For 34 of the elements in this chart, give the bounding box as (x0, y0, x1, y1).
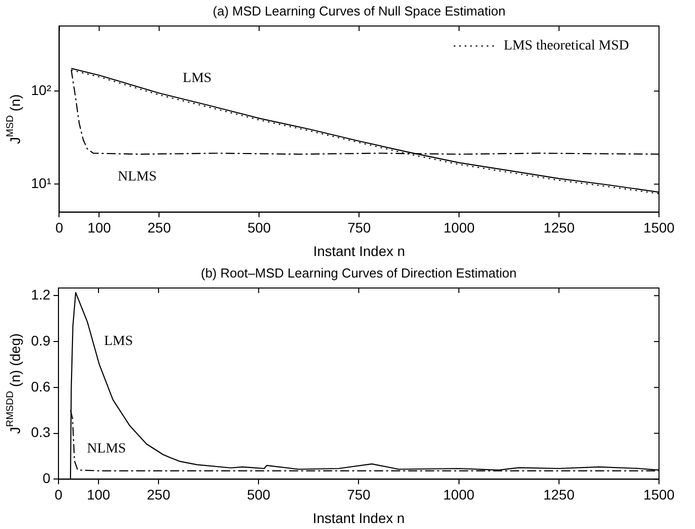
y-tick-label: 10¹ (31, 175, 52, 192)
x-tick-label: 100 (88, 219, 112, 236)
x-tick-label: 750 (347, 219, 372, 236)
x-tick-label: 1000 (443, 486, 475, 502)
annotation: LMS (104, 334, 133, 350)
x-tick-label: 1500 (643, 486, 675, 502)
annotation: LMS (182, 70, 212, 86)
x-tick-label: 0 (55, 219, 64, 236)
x-tick-label: 750 (347, 486, 371, 502)
y-tick-label: 0.9 (30, 332, 51, 348)
x-axis-title: Instant Index n (313, 242, 406, 259)
x-tick-label: 1500 (643, 219, 675, 236)
y-axis-title: JRMSDD (n) (deg) (5, 333, 23, 434)
x-tick-label: 1000 (444, 219, 475, 236)
y-axis-title: JMSD (n) (5, 94, 23, 144)
y-tick-label: 0.6 (30, 378, 51, 394)
x-tick-label: 0 (54, 486, 63, 502)
x-tick-label: 100 (86, 486, 110, 502)
annotation: NLMS (87, 441, 126, 456)
chart-title: (b) Root–MSD Learning Curves of Direction Estimation (200, 266, 517, 281)
legend-label: LMS theoretical MSD (504, 38, 630, 54)
x-tick-label: 1250 (543, 486, 575, 502)
chart-title: (a) MSD Learning Curves of Null Space Estimation (212, 4, 506, 19)
y-tick-label: 0 (42, 470, 51, 486)
x-axis-title: Instant Index n (312, 510, 405, 526)
x-tick-label: 500 (246, 486, 271, 502)
annotation: NLMS (118, 169, 157, 184)
x-tick-label: 1250 (543, 219, 575, 236)
y-tick-label: 1.2 (30, 286, 51, 303)
x-tick-label: 250 (148, 219, 172, 236)
y-tick-label: 10² (31, 82, 52, 98)
x-tick-label: 250 (146, 486, 170, 502)
y-tick-label: 0.3 (30, 424, 51, 440)
x-tick-label: 500 (247, 219, 272, 236)
